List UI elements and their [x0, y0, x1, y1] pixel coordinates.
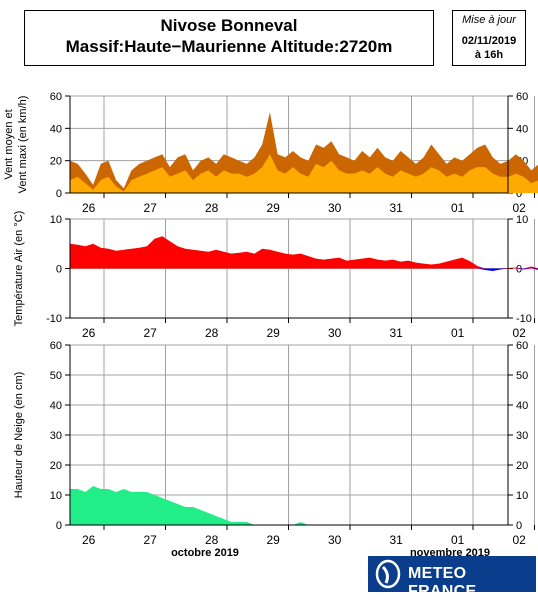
station-title: Nivose Bonneval: [160, 16, 298, 35]
x-tick-label: 28: [205, 326, 219, 340]
y-tick-label-right: 60: [516, 91, 528, 103]
x-tick-label: 31: [390, 533, 404, 547]
x-tick-label: 29: [267, 201, 281, 215]
y-tick-label-right: 50: [516, 370, 528, 382]
x-tick-label: 30: [328, 326, 342, 340]
y-tick-label-left: -10: [46, 313, 62, 325]
wind-mean-area: [70, 154, 538, 193]
x-tick-label: 31: [390, 326, 404, 340]
temperature-negative-area: [70, 268, 538, 271]
station-subtitle: Massif:Haute−Maurienne Altitude:2720m: [65, 37, 393, 56]
x-tick-label: 27: [144, 326, 158, 340]
snow-depth-area: [70, 486, 538, 525]
y-tick-label-right: 0: [516, 188, 522, 200]
y-tick-label-right: 0: [516, 520, 522, 532]
x-tick-label: 27: [144, 533, 158, 547]
meteo-france-logo-icon: [375, 559, 401, 589]
x-tick-label: 29: [267, 533, 281, 547]
y-tick-label-right: 40: [516, 123, 528, 135]
update-date: 02/11/2019: [461, 35, 517, 47]
y-tick-label-left: 10: [50, 490, 62, 502]
x-tick-label: 28: [205, 533, 219, 547]
title-box: Nivose Bonneval Massif:Haute−Maurienne A…: [24, 10, 434, 66]
x-tick-label: 30: [328, 533, 342, 547]
y-tick-label-right: 10: [516, 490, 528, 502]
y-tick-label-left: 20: [50, 156, 62, 168]
x-tick-label: 26: [82, 326, 96, 340]
update-box: Mise à jour 02/11/2019 à 16h: [452, 10, 526, 66]
temperature-positive-area: [70, 236, 538, 269]
x-tick-label: 27: [144, 201, 158, 215]
y-tick-label-left: 60: [50, 91, 62, 103]
y-tick-label-left: 40: [50, 123, 62, 135]
x-tick-label: 01: [451, 533, 465, 547]
y-tick-label-right: 20: [516, 460, 528, 472]
y-axis-label: Température Air (en °C): [13, 211, 25, 327]
y-tick-label-left: 10: [50, 214, 62, 226]
y-tick-label-left: 0: [56, 188, 62, 200]
x-tick-label: 31: [390, 201, 404, 215]
y-tick-label-right: 40: [516, 400, 528, 412]
y-tick-label-left: 0: [56, 520, 62, 532]
x-tick-label: 28: [205, 201, 219, 215]
meteo-france-logo: METEO FRANCE: [368, 556, 536, 600]
x-tick-label: 02: [513, 201, 527, 215]
x-tick-label: 02: [513, 533, 527, 547]
x-tick-label: 26: [82, 201, 96, 215]
y-tick-label-right: 10: [516, 214, 528, 226]
y-axis-label: Vent moyen et: [3, 109, 15, 179]
x-tick-label: 02: [513, 326, 527, 340]
y-tick-label-left: 0: [56, 264, 62, 276]
x-tick-label: 01: [451, 326, 465, 340]
x-tick-label: 01: [451, 201, 465, 215]
y-tick-label-right: -10: [516, 313, 532, 325]
x-tick-label: 29: [267, 326, 281, 340]
y-tick-label-right: 60: [516, 340, 528, 352]
y-tick-label-right: 30: [516, 430, 528, 442]
y-tick-label-left: 50: [50, 370, 62, 382]
y-tick-label-left: 40: [50, 400, 62, 412]
update-label: Mise à jour: [462, 14, 516, 26]
y-tick-label-left: 60: [50, 340, 62, 352]
x-tick-label: 30: [328, 201, 342, 215]
y-axis-label: Vent maxi (en km/h): [17, 96, 29, 194]
month-label-october: octobre 2019: [171, 547, 239, 559]
y-axis-label: Hauteur de Neige (en cm): [13, 372, 25, 499]
y-tick-label-left: 30: [50, 430, 62, 442]
update-time: à 16h: [474, 49, 504, 61]
x-tick-label: 26: [82, 533, 96, 547]
y-tick-label-left: 20: [50, 460, 62, 472]
meteo-france-logo-text: METEO FRANCE: [408, 565, 477, 600]
y-tick-label-right: 0: [516, 264, 522, 276]
